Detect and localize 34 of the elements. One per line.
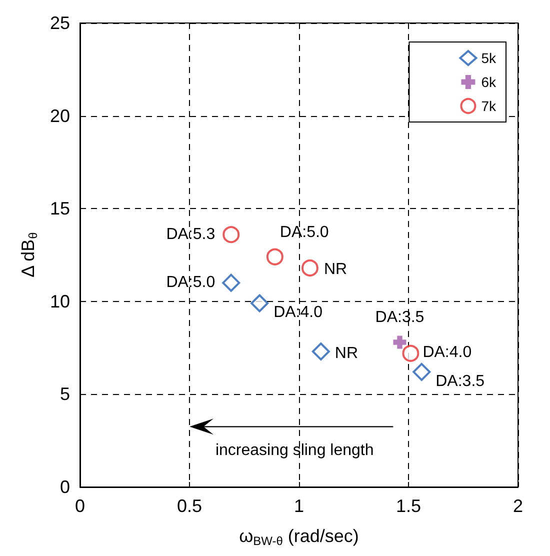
point (402, 344, 420, 362)
annotation: NR (334, 344, 358, 362)
annotation: NR (324, 260, 348, 279)
y-tick-label: 20 (50, 106, 70, 126)
point (301, 259, 318, 276)
annotation: DA:4.0 (274, 304, 322, 322)
point (393, 336, 406, 349)
annotation: increasing sling length (215, 442, 374, 460)
x-tick-label: 0.5 (176, 496, 202, 516)
point (222, 274, 240, 292)
annotation: DA:5.3 (166, 226, 216, 244)
legend-label: 5k (481, 50, 497, 66)
x-tick-label: 0 (74, 496, 86, 516)
y-tick-label: 15 (50, 198, 70, 219)
annotation: DA:5.0 (166, 274, 216, 292)
y-tick-label: 25 (50, 13, 70, 33)
legend-label: 6k (481, 74, 497, 90)
annotation: DA:3.5 (436, 372, 485, 391)
point (250, 294, 269, 312)
x-tick-label: 1.5 (396, 496, 422, 516)
legend-label: 7k (481, 98, 497, 114)
x-tick-label: 2 (512, 496, 524, 516)
point (412, 362, 431, 381)
x-tick-label: 1 (294, 496, 304, 516)
point (266, 248, 284, 266)
point (222, 226, 240, 244)
y-tick-label: 10 (50, 291, 70, 312)
y-axis-title: Δ dBθ (18, 232, 40, 278)
annotation: DA:5.0 (280, 224, 329, 242)
point (312, 342, 330, 361)
y-tick-label: 5 (60, 384, 70, 404)
y-tick-label: 0 (60, 477, 70, 497)
annotation: DA:4.0 (422, 344, 472, 362)
annotation: DA:3.5 (375, 309, 424, 328)
